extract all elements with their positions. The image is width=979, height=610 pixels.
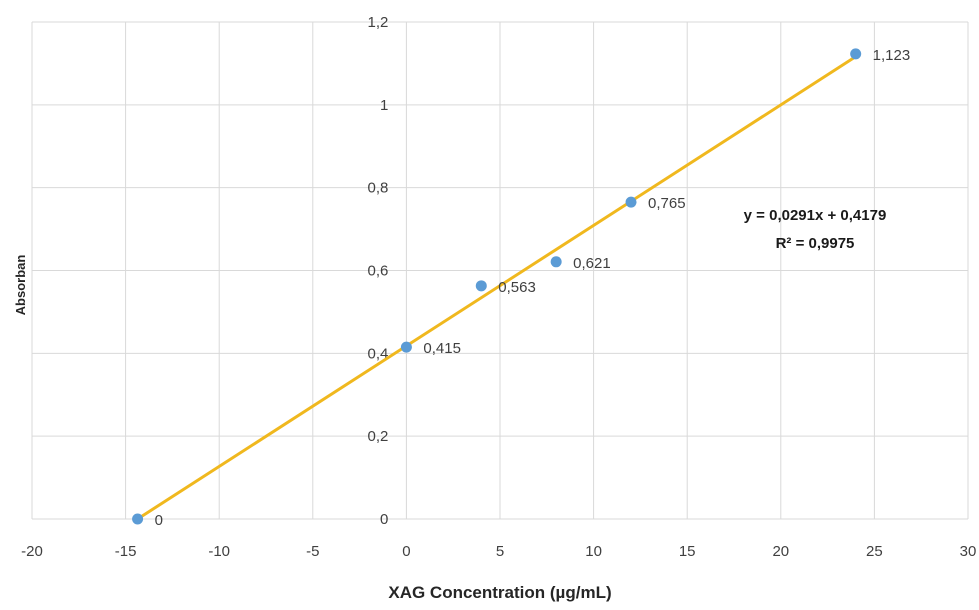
data-point bbox=[625, 196, 637, 208]
y-axis-ticks: 0 0,2 0,4 0,6 0,8 1 1,2 bbox=[368, 14, 389, 528]
r-squared-label: R² = 0,9975 bbox=[776, 235, 855, 252]
data-label: 0,415 bbox=[423, 340, 461, 357]
y-tick-label: 1,2 bbox=[368, 14, 389, 31]
y-tick-label: 0,2 bbox=[368, 428, 389, 445]
trendline bbox=[136, 55, 858, 521]
data-point bbox=[475, 280, 487, 292]
x-axis-title: XAG Concentration (µg/mL) bbox=[388, 583, 611, 602]
x-tick-label: 5 bbox=[496, 543, 504, 560]
data-label: 1,123 bbox=[873, 47, 911, 64]
y-tick-label: 0,6 bbox=[368, 263, 389, 280]
x-tick-label: -20 bbox=[21, 543, 43, 560]
data-label: 0 bbox=[155, 512, 163, 529]
data-label: 0,765 bbox=[648, 195, 686, 212]
grid-lines bbox=[31, 21, 969, 520]
data-labels: 0 0,415 0,563 0,621 0,765 1,123 bbox=[155, 47, 911, 529]
y-tick-label: 0,8 bbox=[368, 180, 389, 197]
data-point bbox=[400, 341, 412, 353]
x-tick-label: 30 bbox=[960, 543, 977, 560]
x-tick-label: 15 bbox=[679, 543, 696, 560]
y-tick-label: 0 bbox=[380, 511, 388, 528]
data-point bbox=[550, 256, 562, 268]
x-axis-ticks: -20 -15 -10 -5 0 5 10 15 20 25 30 bbox=[21, 543, 976, 560]
y-tick-label: 1 bbox=[380, 97, 388, 114]
x-tick-label: 25 bbox=[866, 543, 883, 560]
x-tick-label: -10 bbox=[208, 543, 230, 560]
data-label: 0,621 bbox=[573, 255, 611, 272]
data-point bbox=[850, 48, 862, 60]
data-point bbox=[132, 513, 144, 525]
data-points bbox=[132, 48, 862, 525]
x-tick-label: -5 bbox=[306, 543, 319, 560]
x-tick-label: 0 bbox=[402, 543, 410, 560]
x-tick-label: 10 bbox=[585, 543, 602, 560]
x-tick-label: -15 bbox=[115, 543, 137, 560]
y-axis-title: Absorban bbox=[13, 255, 28, 316]
data-label: 0,563 bbox=[498, 279, 536, 296]
x-tick-label: 20 bbox=[772, 543, 789, 560]
y-tick-label: 0,4 bbox=[368, 345, 389, 362]
trendline-equation: y = 0,0291x + 0,4179 bbox=[744, 207, 887, 224]
